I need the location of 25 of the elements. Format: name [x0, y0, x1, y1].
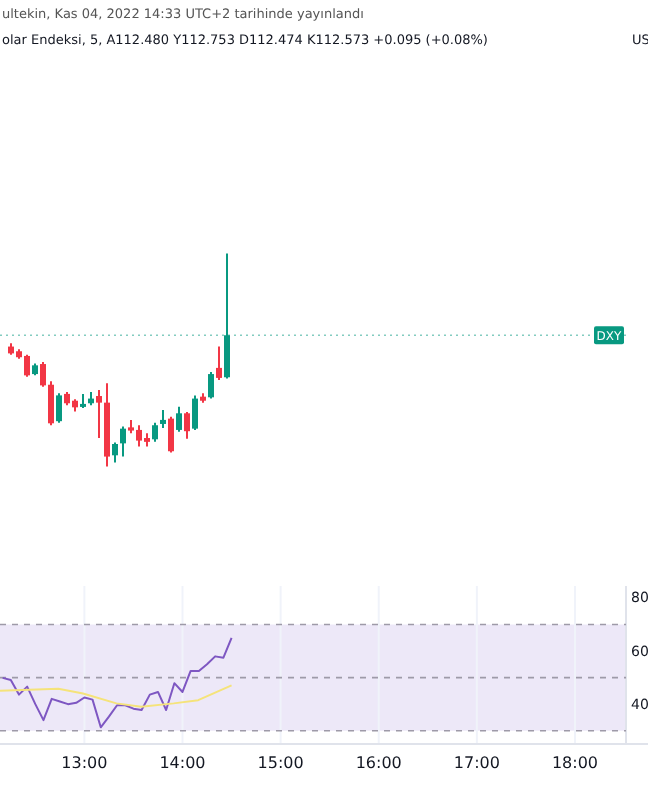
candlestick: [56, 392, 62, 424]
x-tick-label: 13:00: [61, 753, 108, 772]
candlestick: [216, 345, 222, 382]
x-tick-label: 18:00: [551, 753, 599, 772]
candlestick: [192, 394, 198, 431]
candlestick: [136, 424, 142, 448]
x-tick-label: 17:00: [453, 753, 500, 772]
candlestick: [224, 252, 230, 380]
candlestick: [160, 408, 166, 430]
x-tick-label: 16:00: [355, 753, 402, 772]
candlestick: [184, 411, 190, 440]
line-series: [0, 684, 233, 708]
candlestick: [112, 441, 118, 464]
candlestick: [208, 370, 214, 400]
candlestick: [40, 360, 46, 388]
candlestick: [152, 421, 158, 443]
candlestick: [168, 415, 174, 454]
x-tick-label: 15:00: [257, 753, 304, 772]
candlestick: [96, 389, 102, 440]
candlestick: [24, 353, 30, 378]
line-series: [1, 636, 233, 729]
candlestick: [48, 380, 54, 427]
candlestick: [120, 425, 126, 458]
candlestick: [176, 405, 182, 433]
x-tick-label: 14:00: [159, 753, 206, 772]
